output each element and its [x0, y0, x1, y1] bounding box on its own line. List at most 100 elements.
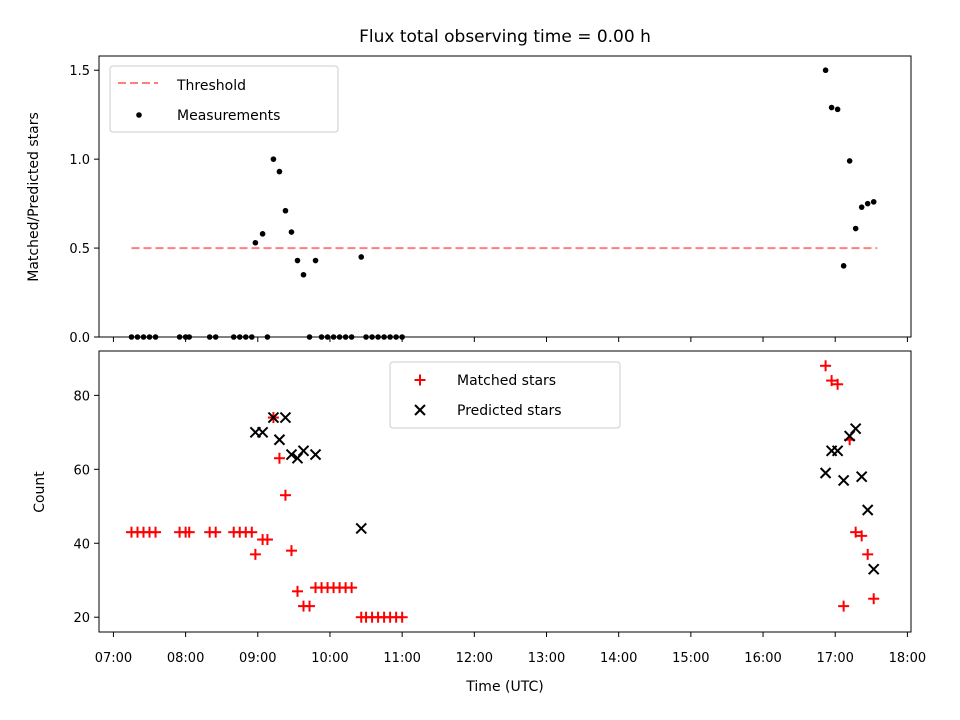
predicted-star-point-b [297, 445, 310, 457]
chart-title: Flux total observing time = 0.00 h [359, 27, 651, 47]
predicted-star-point-b [309, 448, 322, 461]
top-y-tick-label: 1.5 [69, 64, 90, 79]
predicted-star-point [868, 563, 880, 575]
legend-matched-label: Matched stars [457, 373, 556, 389]
predicted-star-point-b [831, 445, 844, 457]
top-y-tick-label: 0.5 [69, 242, 90, 257]
bottom-y-tick-label: 20 [73, 611, 90, 626]
top-legend: Threshold Measurements [109, 65, 339, 133]
matched-star-point [183, 526, 195, 538]
predicted-star-point [355, 522, 367, 535]
predicted-star-point [855, 471, 868, 483]
matched-star-point [832, 378, 844, 390]
measurement-point [870, 199, 877, 205]
x-tick-label: 09:00 [239, 651, 276, 666]
x-axis-label: Time (UTC) [465, 679, 543, 695]
matched-star-point [838, 600, 850, 612]
matched-star-point [346, 582, 358, 594]
predicted-star-point-b [855, 471, 868, 483]
top-y-tick-label: 0.0 [69, 331, 90, 346]
matched-star-point [868, 593, 880, 605]
predicted-star-point [861, 504, 874, 516]
matched-star-point [261, 534, 273, 546]
bottom-y-tick-label: 80 [73, 389, 90, 404]
predicted-star-point [831, 445, 844, 457]
predicted-star-point [256, 426, 269, 439]
matched-star-point [246, 526, 258, 538]
matched-star-point [862, 548, 874, 560]
legend-measurement-label: Measurements [177, 108, 280, 124]
top-plot-frame [98, 55, 912, 338]
legend-predicted-swatch [414, 404, 426, 416]
measurement-point [858, 204, 865, 210]
measurement-point [828, 104, 835, 111]
top-legend-box [109, 65, 339, 133]
legend-measurement-swatch [136, 112, 142, 118]
matched-star-point [396, 611, 408, 623]
bottom-plot-frame [98, 350, 912, 633]
predicted-star-point [267, 411, 280, 424]
predicted-star-point-b [279, 411, 292, 424]
measurement-point [852, 225, 859, 232]
predicted-star-point-b [355, 522, 367, 535]
matched-star-point [826, 375, 838, 387]
measurement-point [294, 257, 301, 264]
predicted-star-point-b [868, 563, 880, 575]
bottom-legend-box [389, 361, 621, 429]
x-tick-label: 14:00 [600, 651, 637, 666]
legend-predicted-label: Predicted stars [457, 403, 562, 419]
measurement-point [864, 200, 871, 207]
matched-star-point [249, 548, 261, 560]
measurement-point [846, 158, 853, 164]
measurement-point [288, 229, 295, 235]
matched-star-point [273, 452, 285, 464]
predicted-star-point [309, 448, 322, 461]
matched-star-point [304, 600, 316, 612]
predicted-star-point-b [861, 504, 874, 516]
x-tick-label: 16:00 [744, 651, 781, 666]
x-tick-label: 11:00 [383, 651, 420, 666]
matched-star-point [850, 526, 862, 538]
bottom-y-axis-label: Count [32, 471, 48, 513]
legend-threshold-label: Threshold [176, 78, 246, 94]
measurement-point [840, 263, 847, 269]
bottom-legend: Matched stars Predicted stars [389, 361, 621, 429]
bottom-y-tick-label: 60 [73, 463, 90, 478]
matched-star-point [856, 530, 868, 542]
bottom-panel: 20 40 60 80 07:00 08:00 09:00 10:00 11:00 12:00 13… [73, 350, 926, 666]
legend-predicted-swatch-b [414, 404, 426, 416]
predicted-star-point [849, 422, 862, 435]
predicted-star-point-b [849, 422, 862, 435]
top-y-axis-label: Matched/Predicted stars [26, 112, 42, 282]
x-tick-label: 10:00 [311, 651, 348, 666]
predicted-star-point [285, 448, 298, 461]
measurement-point [312, 257, 319, 264]
predicted-star-point-b [285, 448, 298, 461]
predicted-star-point-b [837, 474, 850, 487]
predicted-star-point-b [267, 411, 280, 424]
predicted-star-point-b [819, 467, 832, 479]
predicted-star-point [837, 474, 850, 487]
legend-matched-swatch [414, 374, 426, 386]
top-y-tick-label: 1.0 [69, 153, 90, 168]
matched-star-point [285, 545, 297, 557]
predicted-star-point [297, 445, 310, 457]
top-panel: 0.0 0.5 1.0 1.5 Threshold Measurements [69, 55, 912, 346]
matched-star-point [820, 360, 832, 372]
x-tick-label: 13:00 [528, 651, 565, 666]
measurement-point [259, 231, 266, 237]
x-tick-label: 17:00 [816, 651, 853, 666]
measurement-point [834, 106, 841, 113]
bottom-y-tick-label: 40 [73, 537, 90, 552]
measurement-point [252, 239, 259, 246]
x-tick-label: 12:00 [456, 651, 493, 666]
x-tick-label: 18:00 [889, 651, 926, 666]
predicted-star-point [819, 467, 832, 479]
x-tick-label: 15:00 [672, 651, 709, 666]
x-tick-label: 07:00 [95, 651, 132, 666]
predicted-star-point [279, 411, 292, 424]
measurement-point [282, 207, 289, 214]
predicted-star-point-b [273, 434, 286, 446]
matched-star-point [291, 585, 303, 597]
